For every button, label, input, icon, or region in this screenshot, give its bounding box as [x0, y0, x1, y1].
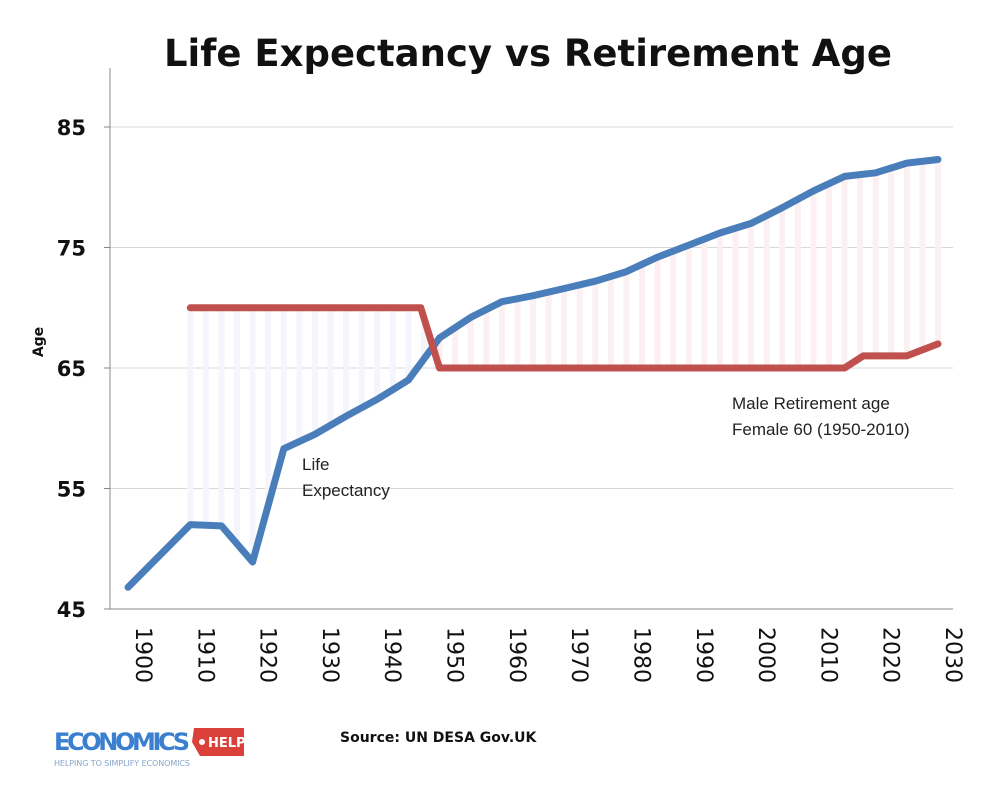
gap-stripe	[810, 190, 817, 368]
gap-stripe	[467, 317, 474, 368]
x-tick-label: 1990	[691, 627, 716, 683]
life-expectancy-line	[124, 156, 942, 591]
source-note: Source: UN DESA Gov.UK	[340, 730, 537, 746]
annotations: Life Expectancy Male Retirement age Female …	[302, 394, 910, 500]
logo-badge-dot	[199, 739, 205, 745]
gap-stripe	[872, 172, 879, 356]
gap-stripe	[389, 307, 396, 390]
gap-stripe	[514, 298, 521, 368]
gap-stripe	[779, 207, 786, 368]
y-tick-label: 75	[57, 237, 86, 261]
gap-stripe	[732, 228, 739, 368]
y-tick-label: 45	[57, 598, 86, 622]
gap-stripe	[405, 307, 412, 381]
x-tick-label: 2030	[940, 627, 965, 683]
gap-stripe	[685, 245, 692, 368]
y-tick-label: 55	[57, 478, 86, 502]
gap-stripe	[576, 284, 583, 368]
logo-badge: HELP	[208, 736, 246, 751]
economics-help-logo: ECONOMICS HELP HELPING TO SIMPLIFY ECONO…	[54, 728, 246, 768]
x-tick-label: 1950	[442, 627, 467, 683]
retirement-age-annotation: Female 60 (1950-2010)	[732, 420, 910, 439]
x-tick-labels: 1900 1910 1920 1930 1940 1950 1960 1970 1980 1990…	[130, 627, 965, 683]
gap-stripe	[748, 223, 755, 368]
retirement-age-line	[186, 304, 942, 372]
gap-stripe	[701, 239, 708, 368]
series-lines	[124, 156, 942, 591]
y-tick-labels: 45 55 65 75 85	[57, 116, 110, 622]
gap-stripe	[498, 301, 505, 368]
gap-shading	[187, 159, 941, 563]
x-tick-label: 1970	[566, 627, 591, 683]
gap-stripe	[327, 307, 334, 426]
gap-stripe	[639, 264, 646, 368]
gap-stripe	[592, 281, 599, 368]
gap-stripe	[374, 307, 381, 400]
x-tick-label: 1930	[317, 627, 342, 683]
gap-stripe	[903, 163, 910, 356]
gap-stripe	[545, 292, 552, 368]
logo-word: ECONOMICS	[54, 728, 190, 756]
gap-stripe	[825, 183, 832, 368]
y-tick-label: 65	[57, 357, 86, 381]
x-tick-label: 2020	[878, 627, 903, 683]
gap-stripe	[623, 271, 630, 368]
gap-stripe	[716, 233, 723, 368]
gap-stripe	[607, 276, 614, 368]
x-tick-label: 2010	[815, 627, 840, 683]
gap-stripe	[935, 159, 941, 344]
gap-stripe	[234, 307, 241, 544]
x-tick-label: 1900	[130, 627, 155, 683]
x-tick-label: 1920	[255, 627, 280, 683]
x-tick-label: 1980	[628, 627, 653, 683]
gap-stripe	[218, 307, 225, 526]
gap-stripe	[311, 307, 318, 435]
chart-title: Life Expectancy vs Retirement Age	[163, 32, 892, 75]
gap-stripe	[794, 199, 801, 368]
gap-stripe	[841, 176, 848, 368]
axes	[109, 68, 953, 610]
gap-stripe	[561, 288, 568, 368]
y-axis-label: Age	[31, 327, 47, 357]
y-tick-label: 85	[57, 116, 86, 140]
gap-stripe	[202, 307, 209, 526]
gap-stripe	[483, 309, 490, 368]
gap-stripe	[187, 307, 194, 525]
gap-stripe	[857, 174, 864, 358]
gap-stripe	[280, 307, 287, 449]
x-tick-label: 1940	[379, 627, 404, 683]
gap-stripe	[358, 307, 365, 408]
gap-stripe	[654, 257, 661, 368]
retirement-age-annotation: Male Retirement age	[732, 394, 890, 413]
x-tick-label: 1910	[192, 627, 217, 683]
gap-stripe	[670, 251, 677, 368]
gap-stripe	[420, 317, 427, 359]
gap-stripe	[343, 307, 350, 417]
gap-stripe	[530, 295, 536, 368]
gap-stripe	[436, 337, 443, 368]
gap-stripe	[888, 167, 895, 356]
life-expectancy-annotation: Expectancy	[302, 481, 390, 500]
gap-stripe	[296, 307, 303, 442]
x-tick-label: 2000	[753, 627, 778, 683]
logo-badge-shape	[192, 728, 244, 756]
gap-stripe	[763, 215, 770, 368]
gap-stripe	[249, 307, 256, 563]
gap-stripe	[452, 327, 459, 368]
gap-stripe	[265, 307, 272, 506]
x-tick-label: 1960	[504, 627, 529, 683]
gap-stripe	[919, 161, 926, 350]
life-expectancy-annotation: Life	[302, 455, 329, 474]
logo-tagline: HELPING TO SIMPLIFY ECONOMICS	[54, 759, 190, 768]
